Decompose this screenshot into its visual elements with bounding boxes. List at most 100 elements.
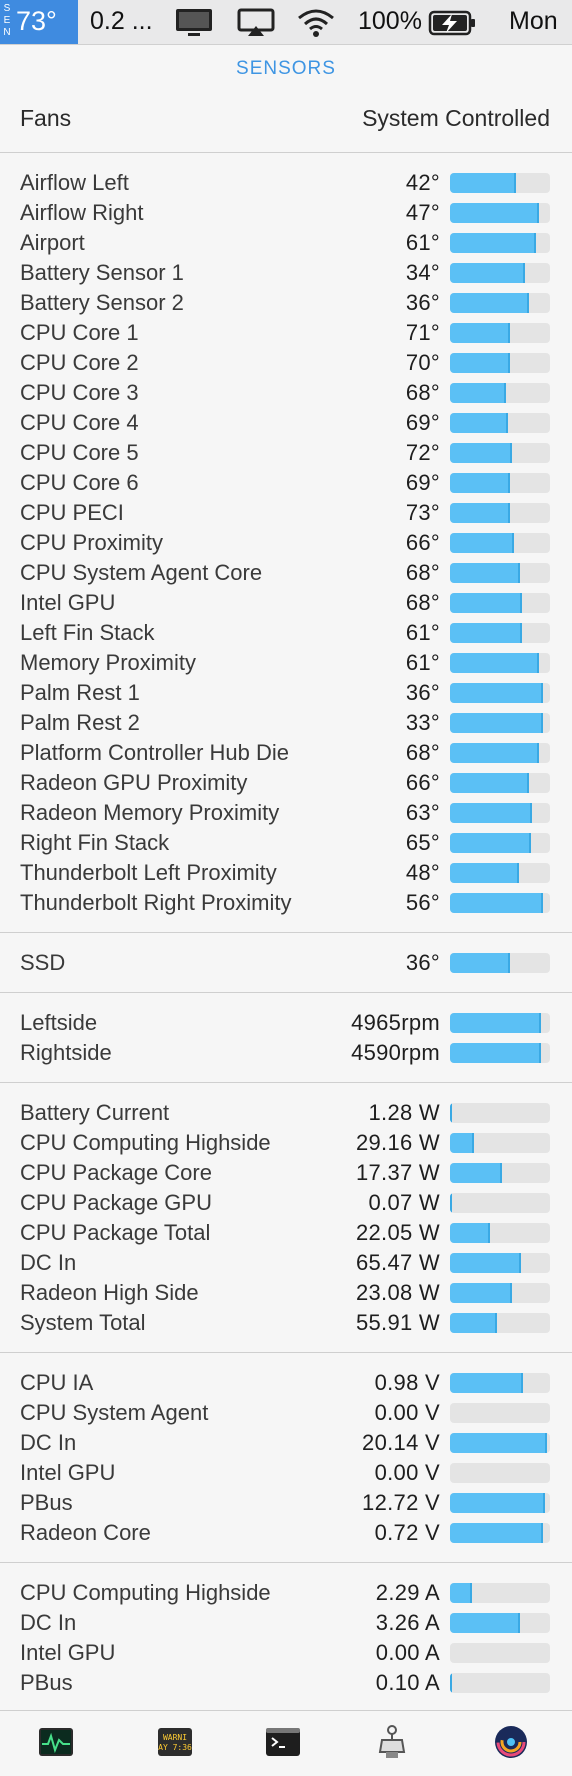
sensor-row[interactable]: Radeon High Side 23.08 W <box>0 1278 572 1308</box>
sensor-row[interactable]: Airflow Right 47° <box>0 198 572 228</box>
sensor-row[interactable]: Thunderbolt Right Proximity 56° <box>0 888 572 918</box>
sensor-label: Palm Rest 2 <box>20 710 140 735</box>
istat-icon[interactable] <box>491 1722 531 1762</box>
sensor-row[interactable]: Left Fin Stack 61° <box>0 618 572 648</box>
level-bar-fill <box>450 233 536 253</box>
sensor-row[interactable]: Palm Rest 1 36° <box>0 678 572 708</box>
sensor-row[interactable]: Rightside 4590rpm <box>0 1038 572 1068</box>
sensor-row[interactable]: CPU Core 4 69° <box>0 408 572 438</box>
sensor-row[interactable]: Airport 61° <box>0 228 572 258</box>
sensor-value: 55.91 W <box>355 1310 440 1335</box>
sensor-value: 33° <box>405 710 440 735</box>
level-bar-fill <box>450 1313 497 1333</box>
level-bar <box>450 1613 550 1633</box>
sensor-value: 66° <box>405 770 440 795</box>
sensor-menu-extra[interactable]: SEN 73° <box>0 0 78 44</box>
level-bar-fill <box>450 263 525 283</box>
sensor-row[interactable]: CPU Core 5 72° <box>0 438 572 468</box>
level-bar-fill <box>450 1373 523 1393</box>
sensor-row[interactable]: CPU Package GPU 0.07 W <box>0 1188 572 1218</box>
sensor-row[interactable]: Palm Rest 2 33° <box>0 708 572 738</box>
level-bar-fill <box>450 713 543 733</box>
sensor-label: Platform Controller Hub Die <box>20 740 289 765</box>
level-bar <box>450 293 550 313</box>
sensor-value: 36° <box>405 290 440 315</box>
level-bar <box>450 173 550 193</box>
sensor-row[interactable]: Radeon GPU Proximity 66° <box>0 768 572 798</box>
sensor-row[interactable]: SSD 36° <box>0 948 572 978</box>
console-icon[interactable]: WARNI AY 7:36 <box>155 1722 195 1762</box>
sensor-value: 68° <box>405 590 440 615</box>
airplay-icon[interactable] <box>236 6 276 45</box>
sensor-row[interactable]: CPU System Agent Core 68° <box>0 558 572 588</box>
level-bar <box>450 1223 550 1243</box>
sensor-row[interactable]: CPU Package Core 17.37 W <box>0 1158 572 1188</box>
sensor-row[interactable]: Platform Controller Hub Die 68° <box>0 738 572 768</box>
wifi-icon[interactable] <box>296 6 336 45</box>
sensor-row[interactable]: DC In 20.14 V <box>0 1428 572 1458</box>
fans-mode[interactable]: System Controlled <box>362 105 550 131</box>
sensor-row[interactable]: Battery Current 1.28 W <box>0 1098 572 1128</box>
sensor-label: Thunderbolt Right Proximity <box>20 890 292 915</box>
sensor-row[interactable]: CPU Package Total 22.05 W <box>0 1218 572 1248</box>
sensor-row[interactable]: CPU Computing Highside 2.29 A <box>0 1578 572 1608</box>
sensor-row[interactable]: Intel GPU 0.00 A <box>0 1638 572 1668</box>
battery-charging-icon[interactable] <box>428 6 478 45</box>
system-information-icon[interactable] <box>372 1722 412 1762</box>
level-bar-fill <box>450 893 543 913</box>
sensor-label: Radeon Core <box>20 1520 151 1545</box>
display-icon[interactable] <box>172 6 216 45</box>
level-bar <box>450 1103 550 1123</box>
cpu-menu-extra[interactable]: 0.2 ... <box>90 7 153 35</box>
sensor-label: CPU IA <box>20 1370 94 1395</box>
sensor-row[interactable]: CPU Core 6 69° <box>0 468 572 498</box>
sensor-row[interactable]: PBus 0.10 A <box>0 1668 572 1698</box>
sensor-label: Rightside <box>20 1040 112 1065</box>
sensor-row[interactable]: Airflow Left 42° <box>0 168 572 198</box>
sensor-label: Airflow Left <box>20 170 129 195</box>
level-bar <box>450 1193 550 1213</box>
sensor-value: 48° <box>405 860 440 885</box>
sensor-row[interactable]: Intel GPU 0.00 V <box>0 1458 572 1488</box>
sensor-row[interactable]: CPU IA 0.98 V <box>0 1368 572 1398</box>
sensor-row[interactable]: DC In 3.26 A <box>0 1608 572 1638</box>
sensor-row[interactable]: DC In 65.47 W <box>0 1248 572 1278</box>
sensor-row[interactable]: CPU System Agent 0.00 V <box>0 1398 572 1428</box>
level-bar-fill <box>450 803 532 823</box>
divider <box>0 1082 572 1083</box>
sensor-row[interactable]: Radeon Core 0.72 V <box>0 1518 572 1548</box>
sensor-row[interactable]: CPU Core 3 68° <box>0 378 572 408</box>
sensor-value: 29.16 W <box>355 1130 440 1155</box>
sensor-label: Airport <box>20 230 85 255</box>
sensor-row[interactable]: CPU Core 1 71° <box>0 318 572 348</box>
sensor-row[interactable]: Right Fin Stack 65° <box>0 828 572 858</box>
fans-header[interactable]: Fans System Controlled <box>20 103 550 137</box>
activity-monitor-icon[interactable] <box>36 1722 76 1762</box>
sensor-label: CPU Package Total <box>20 1220 211 1245</box>
sensor-row[interactable]: Battery Sensor 1 34° <box>0 258 572 288</box>
menu-clock[interactable]: Mon <box>509 7 558 35</box>
sensor-row[interactable]: Radeon Memory Proximity 63° <box>0 798 572 828</box>
sensor-row[interactable]: Thunderbolt Left Proximity 48° <box>0 858 572 888</box>
sensor-label: Intel GPU <box>20 1460 116 1485</box>
level-bar <box>450 1583 550 1603</box>
sensor-row[interactable]: Memory Proximity 61° <box>0 648 572 678</box>
sensor-value: 20.14 V <box>362 1430 440 1455</box>
panel-title: SENSORS <box>236 58 336 79</box>
level-bar <box>450 1463 550 1483</box>
level-bar <box>450 953 550 973</box>
terminal-icon[interactable] <box>263 1722 303 1762</box>
sensor-row[interactable]: Intel GPU 68° <box>0 588 572 618</box>
sensor-row[interactable]: Leftside 4965rpm <box>0 1008 572 1038</box>
sensor-row[interactable]: CPU PECI 73° <box>0 498 572 528</box>
sensor-value: 63° <box>405 800 440 825</box>
sensor-label: DC In <box>20 1610 77 1635</box>
sensor-row[interactable]: PBus 12.72 V <box>0 1488 572 1518</box>
sensor-value: 34° <box>405 260 440 285</box>
sensor-row[interactable]: Battery Sensor 2 36° <box>0 288 572 318</box>
sensor-row[interactable]: CPU Computing Highside 29.16 W <box>0 1128 572 1158</box>
level-bar-fill <box>450 1283 512 1303</box>
sensor-row[interactable]: System Total 55.91 W <box>0 1308 572 1338</box>
sensor-row[interactable]: CPU Core 2 70° <box>0 348 572 378</box>
sensor-row[interactable]: CPU Proximity 66° <box>0 528 572 558</box>
